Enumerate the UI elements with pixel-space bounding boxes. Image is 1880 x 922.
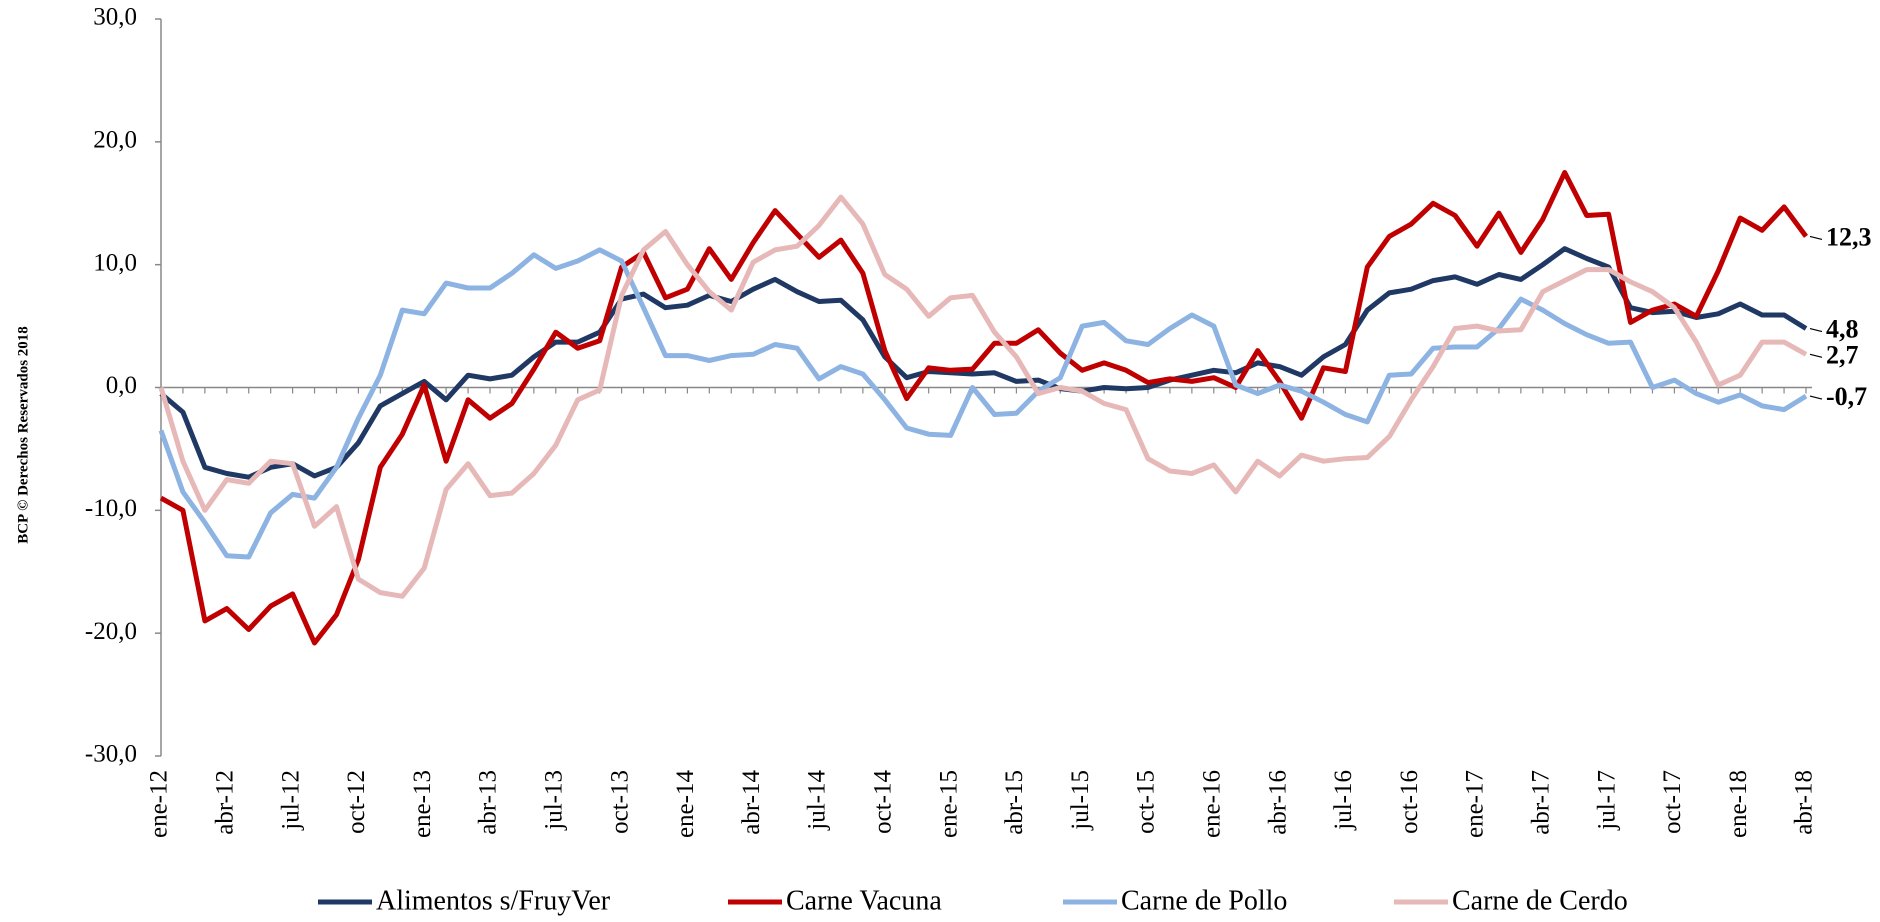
legend-label: Carne de Cerdo	[1452, 885, 1628, 916]
y-tick-label: 0,0	[106, 372, 137, 399]
x-tick-label: jul-15	[1067, 770, 1094, 831]
label-leader	[1809, 235, 1823, 240]
x-tick-label: jul-16	[1330, 770, 1357, 831]
x-tick-label: oct-13	[606, 770, 633, 834]
x-tick-label: ene-16	[1199, 770, 1226, 838]
x-tick-label: jul-12	[277, 770, 304, 831]
series-line	[159, 246, 1808, 480]
x-tick-label: jul-17	[1593, 770, 1620, 831]
x-tick-label: abr-18	[1791, 770, 1818, 835]
x-tick-label: abr-16	[1264, 770, 1291, 835]
y-tick-label: 20,0	[93, 127, 137, 154]
x-tick-label: oct-17	[1659, 770, 1686, 834]
x-tick-label: abr-17	[1528, 770, 1555, 835]
x-tick-label: oct-12	[343, 770, 370, 834]
label-leader	[1809, 327, 1823, 333]
x-tick-label: jul-14	[804, 770, 831, 831]
x-tick-label: ene-15	[935, 770, 962, 838]
legend-label: Carne Vacuna	[786, 885, 942, 916]
y-tick-label: -20,0	[85, 618, 137, 645]
y-tick-label: 10,0	[93, 249, 137, 276]
label-leader	[1809, 353, 1823, 358]
value-label: 2,7	[1826, 340, 1859, 369]
legend-label: Alimentos s/FruyVer	[376, 885, 611, 916]
x-tick-label: oct-16	[1396, 770, 1423, 834]
label-leader	[1809, 395, 1823, 400]
side-note: BCP © Derechos Reservados 2018	[15, 326, 31, 544]
x-tick-label: ene-13	[409, 770, 436, 838]
x-tick-label: abr-15	[1001, 770, 1028, 835]
series-line	[158, 194, 1808, 599]
series-line	[158, 247, 1808, 560]
x-tick-label: ene-12	[146, 770, 173, 838]
x-tick-label: abr-13	[475, 770, 502, 835]
x-tick-label: ene-18	[1725, 770, 1752, 838]
value-label: 4,8	[1826, 315, 1859, 344]
legend: Alimentos s/FruyVer Carne Vacuna Carne de …	[318, 885, 1628, 916]
x-tick-label: ene-17	[1462, 770, 1489, 838]
value-label: 12,3	[1826, 222, 1872, 251]
x-tick-label: jul-13	[541, 770, 568, 831]
value-label: -0,7	[1826, 382, 1867, 411]
x-tick-label: oct-14	[870, 770, 897, 834]
series-line	[159, 170, 1809, 646]
x-tick-label: abr-14	[738, 770, 765, 835]
legend-label: Carne de Pollo	[1121, 885, 1287, 916]
x-tick-label: abr-12	[212, 770, 239, 835]
x-tick-label: oct-15	[1133, 770, 1160, 834]
y-tick-label: -10,0	[85, 495, 137, 522]
x-tick-label: ene-14	[672, 770, 699, 839]
y-tick-label: 30,0	[93, 4, 137, 31]
y-tick-label: -30,0	[85, 741, 137, 768]
